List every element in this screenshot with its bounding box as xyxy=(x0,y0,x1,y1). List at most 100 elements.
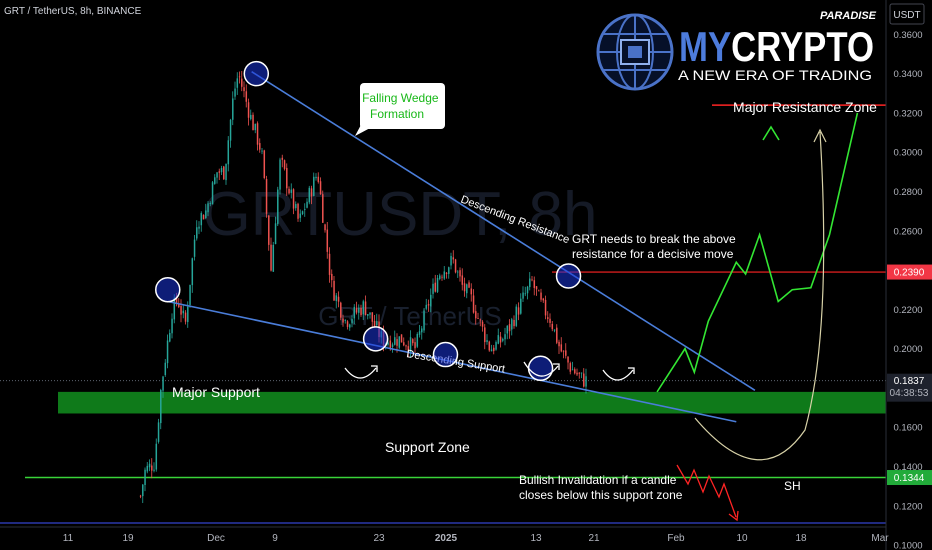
price-tick: 0.2200 xyxy=(893,305,922,316)
candle xyxy=(517,302,520,321)
candle xyxy=(288,186,290,195)
time-tick: 11 xyxy=(63,533,74,544)
major-resistance-label: Major Resistance Zone xyxy=(733,99,877,115)
candle xyxy=(373,314,376,327)
candle xyxy=(499,332,502,348)
candle xyxy=(200,211,203,232)
candle xyxy=(412,338,414,346)
candle xyxy=(198,221,200,235)
candle xyxy=(315,173,317,181)
candle xyxy=(360,304,362,317)
candle xyxy=(484,324,486,350)
pivot-circle xyxy=(527,355,554,382)
support-price-tag xyxy=(887,470,932,486)
major-support-label: Major Support xyxy=(172,384,260,400)
candle xyxy=(299,209,302,222)
pivot-circle xyxy=(243,60,270,87)
grt-break-note: GRT needs to break the above resistance … xyxy=(572,232,739,261)
candle xyxy=(578,372,581,379)
pivot-circle xyxy=(555,263,582,289)
candle xyxy=(542,297,545,303)
sh-label: SH xyxy=(784,479,801,493)
candle xyxy=(452,250,455,264)
candle xyxy=(560,337,563,353)
price-axis[interactable]: USDT 0.3600 0.3400 0.3200 0.3000 0.2800 0.260… xyxy=(885,0,932,550)
candle xyxy=(355,301,358,315)
candle xyxy=(164,359,167,377)
candle xyxy=(432,278,434,299)
falling-wedge-box-pointer xyxy=(355,123,372,136)
candle xyxy=(569,361,572,375)
candle xyxy=(544,295,547,320)
time-tick: 13 xyxy=(530,533,542,544)
candle xyxy=(364,295,367,316)
candle xyxy=(283,159,286,171)
candle xyxy=(580,372,583,379)
candle xyxy=(245,84,248,108)
candle xyxy=(538,289,540,292)
candle xyxy=(535,285,538,296)
candle xyxy=(470,283,473,302)
candle xyxy=(169,329,171,343)
candle xyxy=(529,272,531,291)
candle xyxy=(443,266,446,280)
candle xyxy=(358,304,360,320)
support-zone-label: Support Zone xyxy=(385,439,470,455)
candle xyxy=(261,147,263,155)
candle xyxy=(160,388,162,430)
candle xyxy=(254,123,257,134)
candle xyxy=(223,165,225,180)
candle xyxy=(297,202,299,222)
candle xyxy=(220,165,223,176)
candle xyxy=(227,136,230,172)
price-tick: 0.2600 xyxy=(893,226,922,237)
candle xyxy=(182,304,185,319)
price-tick: 0.1000 xyxy=(893,541,922,550)
resistance-price-text: 0.2390 xyxy=(894,268,925,279)
candle xyxy=(439,273,441,281)
candle xyxy=(547,311,549,323)
time-axis[interactable]: 11 19 Dec 9 23 2025 13 21 Feb 10 18 Mar xyxy=(0,526,889,544)
candle xyxy=(241,70,243,92)
candle xyxy=(211,180,214,205)
time-tick: Dec xyxy=(207,533,225,544)
candle xyxy=(520,293,522,315)
curved-path-arrowhead xyxy=(813,128,827,143)
time-tick: 10 xyxy=(736,533,748,544)
candle xyxy=(522,286,524,302)
candle xyxy=(583,368,585,388)
candle xyxy=(340,301,342,321)
candle xyxy=(565,343,567,359)
candle xyxy=(497,328,500,345)
candle xyxy=(457,270,459,278)
candle xyxy=(146,461,149,474)
bullish-projection-path xyxy=(656,112,859,393)
current-price-tag xyxy=(887,373,932,402)
bounce-arrow-2-head xyxy=(553,363,560,370)
candle xyxy=(369,312,371,319)
candle xyxy=(216,172,218,184)
candle xyxy=(576,368,578,376)
currency-label: USDT xyxy=(893,10,920,21)
candle xyxy=(515,304,518,328)
currency-badge[interactable] xyxy=(889,3,925,25)
candle xyxy=(270,237,272,272)
price-tick: 0.1200 xyxy=(893,501,922,512)
candle xyxy=(324,223,326,233)
major-support-band xyxy=(58,391,886,414)
candle xyxy=(290,183,293,199)
bounce-arrow-2 xyxy=(523,361,559,377)
candle xyxy=(322,190,324,223)
candle xyxy=(502,337,504,343)
candle xyxy=(486,334,488,345)
candle xyxy=(562,350,565,359)
candle xyxy=(454,258,457,274)
candle xyxy=(252,112,254,131)
candle xyxy=(558,339,560,355)
candle xyxy=(148,459,151,472)
candle xyxy=(448,266,450,279)
candle xyxy=(256,121,259,151)
candle xyxy=(301,210,304,216)
